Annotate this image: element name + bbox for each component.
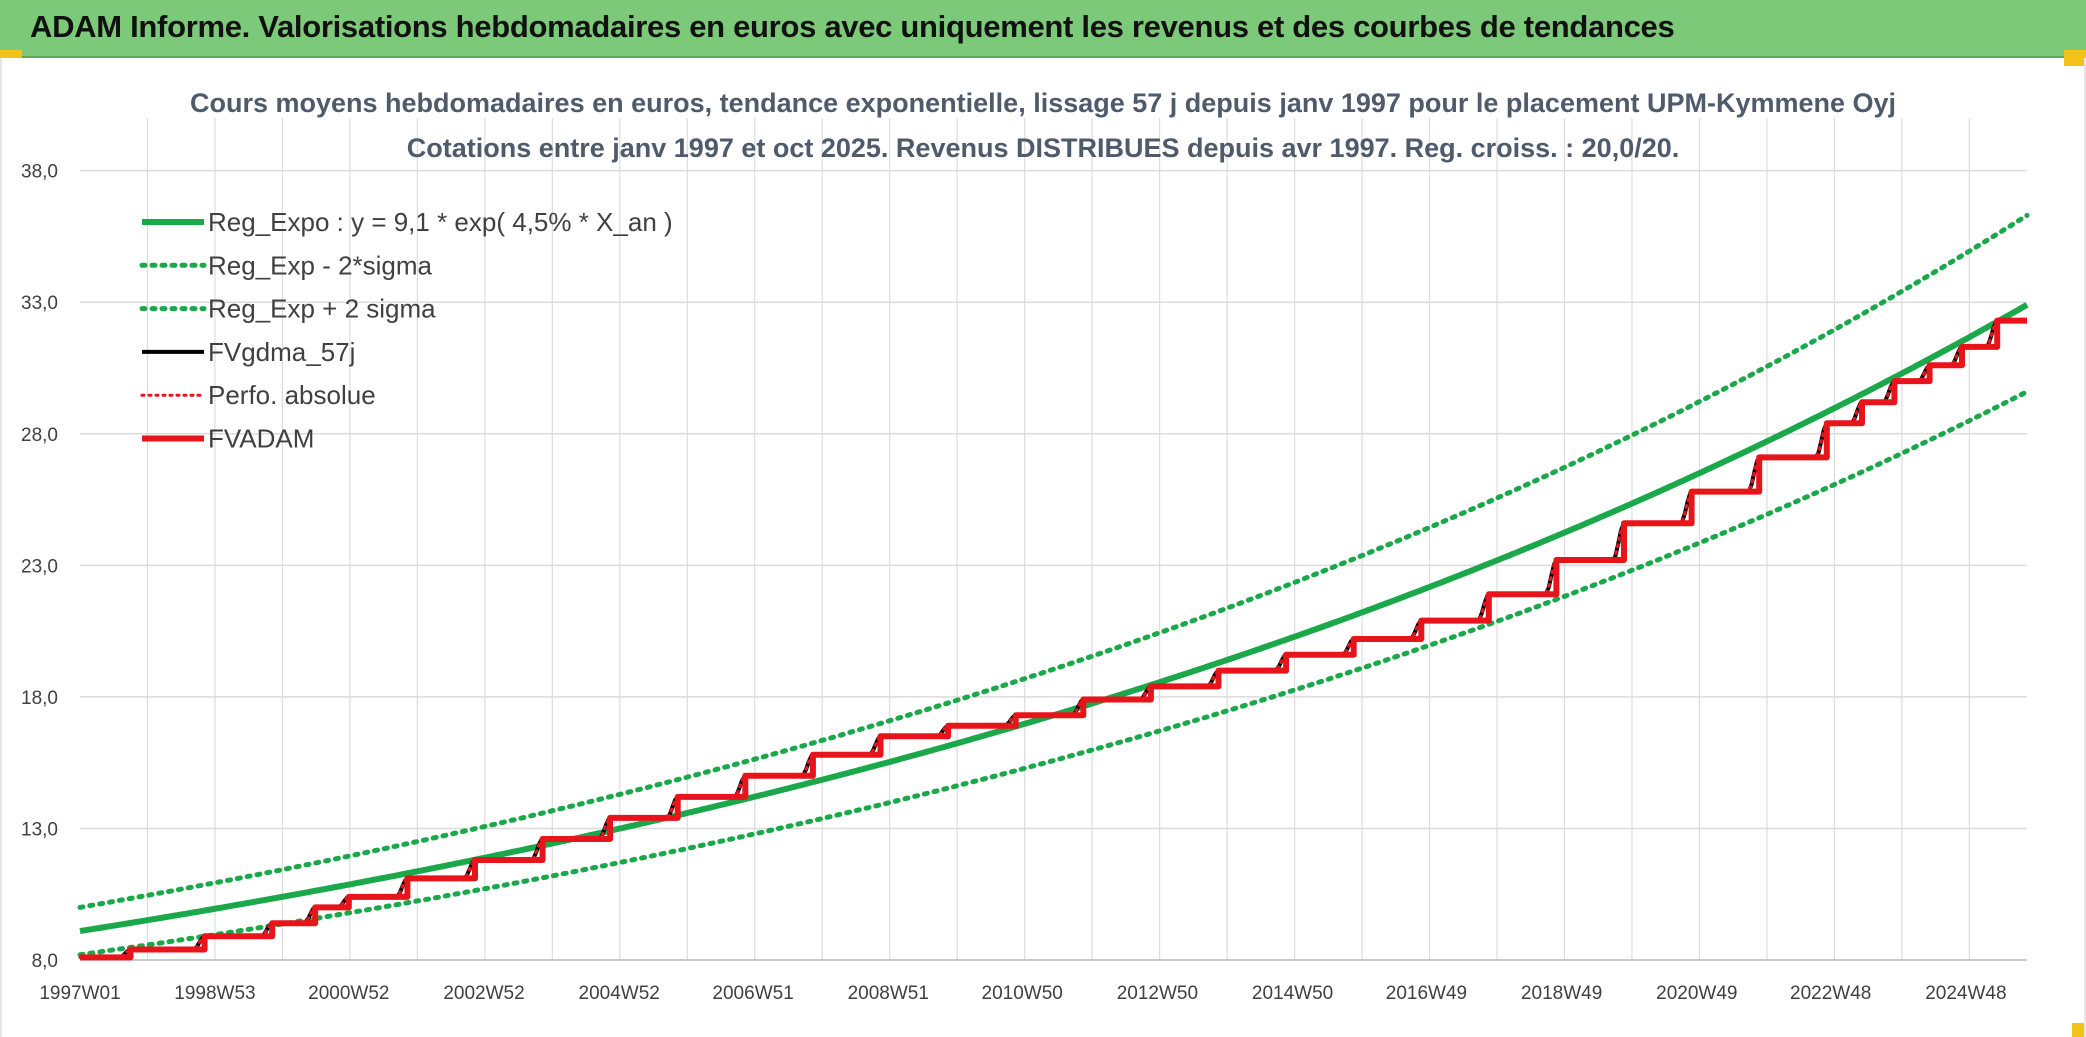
corner-decoration-top-left [0,50,22,58]
x-tick-label: 2012W50 [1117,983,1198,1004]
x-tick-label: 2018W49 [1521,983,1602,1004]
x-tick-label: 2002W52 [443,983,524,1004]
y-tick-label: 38,0 [21,162,58,183]
chart-title: Cours moyens hebdomadaires en euros, ten… [190,88,1896,118]
series-line-3 [80,318,2027,960]
axes: 8,0 13,0 18,0 23,0 28,0 33,0 38,0 1997W01 1998W5… [21,162,2027,1004]
chart-subtitle: Cotations entre janv 1997 et oct 2025. R… [407,133,1680,163]
series-line-1 [77,389,2030,958]
y-tick-label: 33,0 [21,293,58,314]
chart-frame [0,58,2086,1037]
series-line-2 [77,212,2030,910]
x-tick-label: 2024W48 [1925,983,2006,1004]
legend-label: Reg_Expo : y = 9,1 * exp( 4,5% * X_an ) [208,207,673,237]
x-tick-label: 1998W53 [174,983,255,1004]
x-tick-label: 2000W52 [308,983,389,1004]
series-line-5 [80,317,2027,961]
legend: Reg_Expo : y = 9,1 * exp( 4,5% * X_an ) R… [139,207,673,454]
legend-label: Perfo. absolue [208,380,376,410]
series-layer [77,212,2030,961]
x-tick-label: 2010W50 [982,983,1063,1004]
legend-label: Reg_Exp - 2*sigma [208,250,433,280]
y-tick-label: 8,0 [32,951,58,972]
legend-label: FVADAM [208,424,314,454]
y-tick-label: 13,0 [21,819,58,840]
y-tick-label: 28,0 [21,425,58,446]
grid [80,118,2027,961]
legend-label: Reg_Exp + 2 sigma [208,294,436,324]
report-banner: ADAM Informe. Valorisations hebdomadaire… [0,0,2086,58]
x-tick-label: 2008W51 [848,983,929,1004]
series-line-4 [78,319,2029,959]
y-tick-label: 23,0 [21,556,58,577]
x-tick-label: 2014W50 [1252,983,1333,1004]
x-tick-label: 2022W48 [1790,983,1871,1004]
x-tick-label: 2006W51 [712,983,793,1004]
x-tick-label: 2016W49 [1386,983,1467,1004]
x-tick-label: 1997W01 [39,983,120,1004]
corner-decoration-top-right [2064,50,2086,66]
legend-label: FVgdma_57j [208,337,355,367]
corner-decoration-bottom-right [2072,1023,2086,1037]
x-tick-label: 2004W52 [579,983,660,1004]
report-title: ADAM Informe. Valorisations hebdomadaire… [30,9,1675,44]
y-tick-label: 18,0 [21,688,58,709]
x-tick-label: 2020W49 [1656,983,1737,1004]
